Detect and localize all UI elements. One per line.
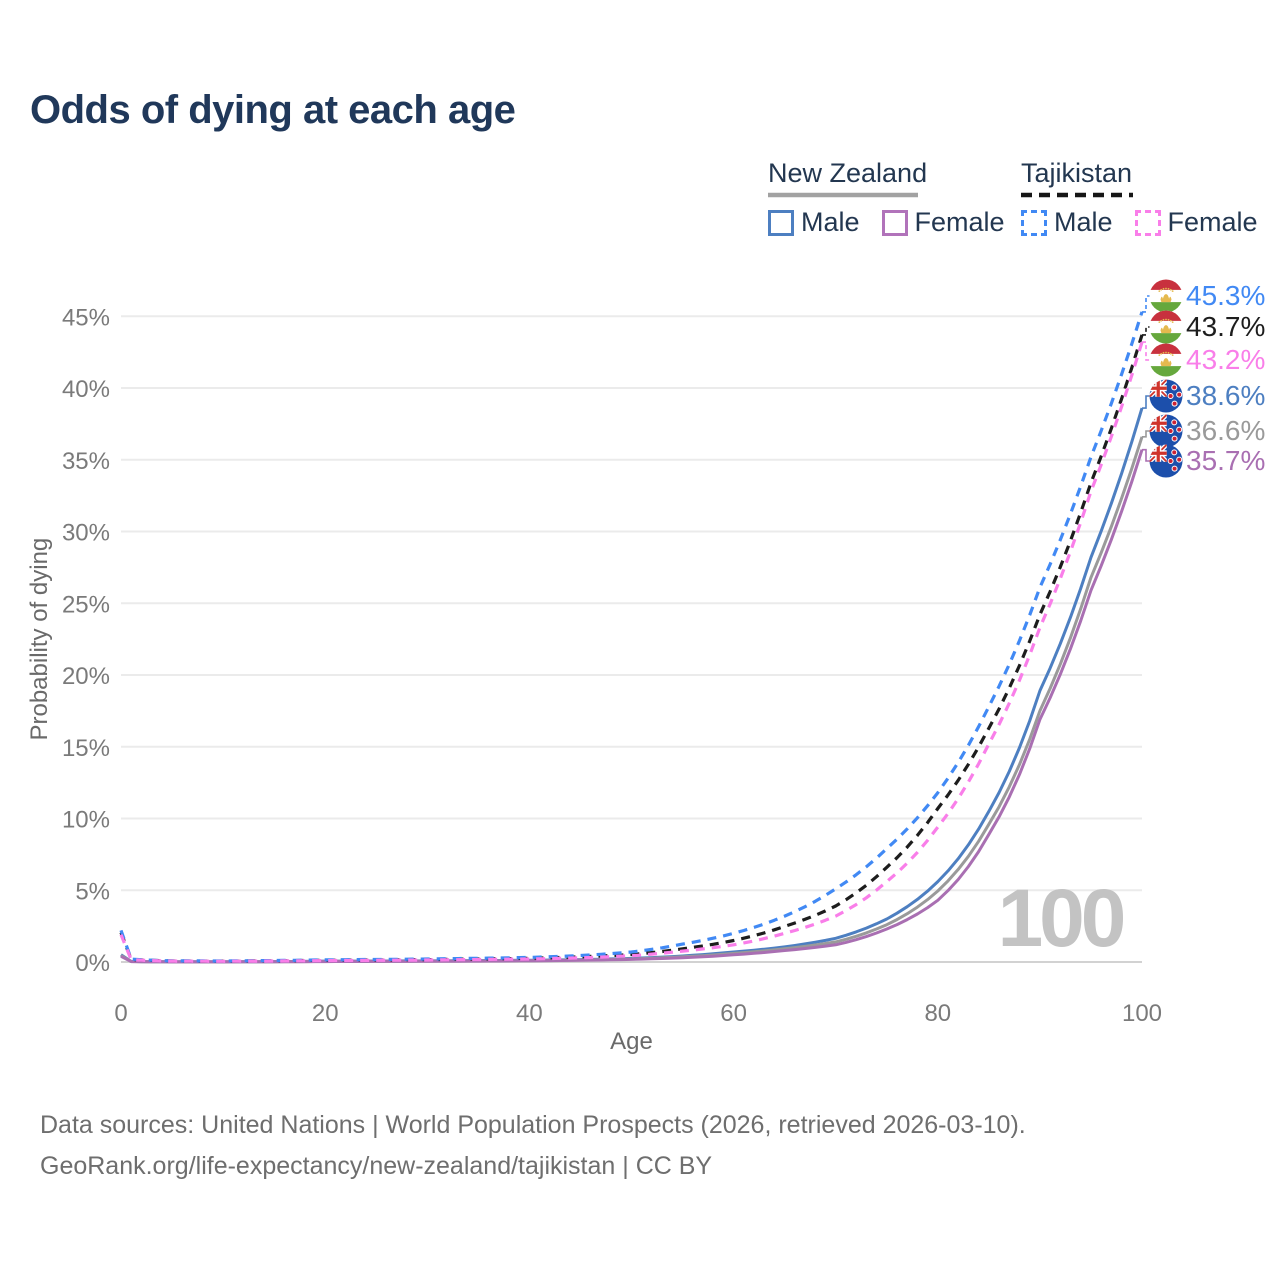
- end-value-label-new-zealand-female: 35.7%: [1186, 445, 1265, 476]
- legend-item-tj-male: Male: [1021, 207, 1113, 238]
- legend-label: Female: [1167, 207, 1258, 237]
- label-connector: [1142, 326, 1150, 336]
- footer-attribution: GeoRank.org/life-expectancy/new-zealand/…: [40, 1152, 713, 1180]
- tj-female-swatch-icon: [1134, 209, 1161, 236]
- legend-country-tajikistan: Tajikistan: [1021, 158, 1133, 188]
- y-tick-label: 20%: [62, 663, 110, 690]
- line-tajikistan-male: [119, 311, 1144, 963]
- x-tick-label: 40: [516, 1000, 543, 1027]
- legend-group-tajikistan: Tajikistan Male Female: [1021, 158, 1258, 238]
- footer-data-sources: Data sources: United Nations | World Pop…: [40, 1111, 1026, 1139]
- legend-item-tj-female: Female: [1134, 207, 1258, 238]
- axes: 0% 5% 10% 15% 20% 25% 30% 35% 40% 45% 0 20 40 60 80 100…: [26, 304, 1162, 1055]
- gridlines: [121, 315, 1142, 963]
- tj-male-swatch-icon: [1021, 209, 1047, 236]
- end-value-label-tajikistan-male: 45.3%: [1186, 280, 1265, 311]
- flag-tajikistan-icon: [1149, 279, 1183, 313]
- x-tick-label: 100: [1122, 1000, 1162, 1027]
- x-tick-label: 80: [924, 1000, 951, 1027]
- end-value-label-tajikistan-female: 43.2%: [1186, 344, 1265, 375]
- legend-label: Female: [914, 207, 1005, 237]
- legend-label: Male: [1054, 207, 1113, 237]
- y-axis-title: Probability of dying: [26, 538, 53, 741]
- y-tick-label: 45%: [62, 304, 110, 331]
- line-new-zealand-male: [120, 407, 1144, 964]
- end-value-label-new-zealand-both-sexes: 36.6%: [1186, 415, 1265, 446]
- flag-new-zealand-icon: [1149, 444, 1183, 478]
- label-connector: [1142, 295, 1150, 313]
- y-tick-label: 40%: [62, 376, 110, 403]
- nz-female-swatch-icon: [881, 209, 908, 236]
- legend-country-new-zealand: New Zealand: [768, 158, 928, 188]
- legend-item-nz-female: Female: [881, 207, 1005, 238]
- y-tick-label: 35%: [62, 448, 110, 475]
- y-tick-label: 30%: [62, 520, 110, 547]
- y-tick-label: 5%: [75, 878, 110, 905]
- line-tajikistan-female: [119, 341, 1144, 963]
- legend-group-new-zealand: New Zealand Male Female: [768, 158, 1005, 238]
- flag-tajikistan-icon: [1149, 343, 1183, 377]
- end-value-label-new-zealand-male: 38.6%: [1186, 380, 1265, 411]
- line-new-zealand-female: [120, 449, 1144, 964]
- legend-underline-solid: [768, 192, 918, 198]
- legend-underline-dashed: [1021, 192, 1133, 198]
- x-tick-label: 20: [312, 1000, 339, 1027]
- flag-new-zealand-icon: [1149, 379, 1183, 413]
- x-tick-label: 60: [720, 1000, 747, 1027]
- y-tick-label: 25%: [62, 591, 110, 618]
- line-tajikistan-both-sexes: [119, 334, 1144, 963]
- footer: Data sources: United Nations | World Pop…: [40, 1105, 1026, 1187]
- label-connector: [1142, 341, 1150, 361]
- flag-new-zealand-icon: [1149, 414, 1183, 448]
- line-new-zealand-both-sexes: [120, 436, 1144, 964]
- y-tick-label: 10%: [62, 807, 110, 834]
- flag-tajikistan-icon: [1149, 310, 1183, 344]
- end-labels: 45.3%43.7%43.2% 38.6% 36.6%35.7%: [1142, 279, 1265, 478]
- end-value-label-tajikistan-both-sexes: 43.7%: [1186, 311, 1265, 342]
- legend-item-nz-male: Male: [768, 207, 860, 238]
- page-title: Odds of dying at each age: [30, 88, 516, 132]
- x-axis-title: Age: [610, 1028, 653, 1055]
- y-tick-label: 0%: [75, 950, 110, 977]
- label-connector: [1142, 430, 1150, 438]
- label-connector: [1142, 395, 1150, 409]
- x-tick-label: 0: [114, 1000, 127, 1027]
- nz-male-swatch-icon: [768, 209, 794, 236]
- age-watermark: 100: [998, 873, 1124, 964]
- y-tick-label: 15%: [62, 735, 110, 762]
- legend-label: Male: [801, 207, 860, 237]
- series-lines: [119, 311, 1144, 964]
- label-connector: [1142, 448, 1150, 462]
